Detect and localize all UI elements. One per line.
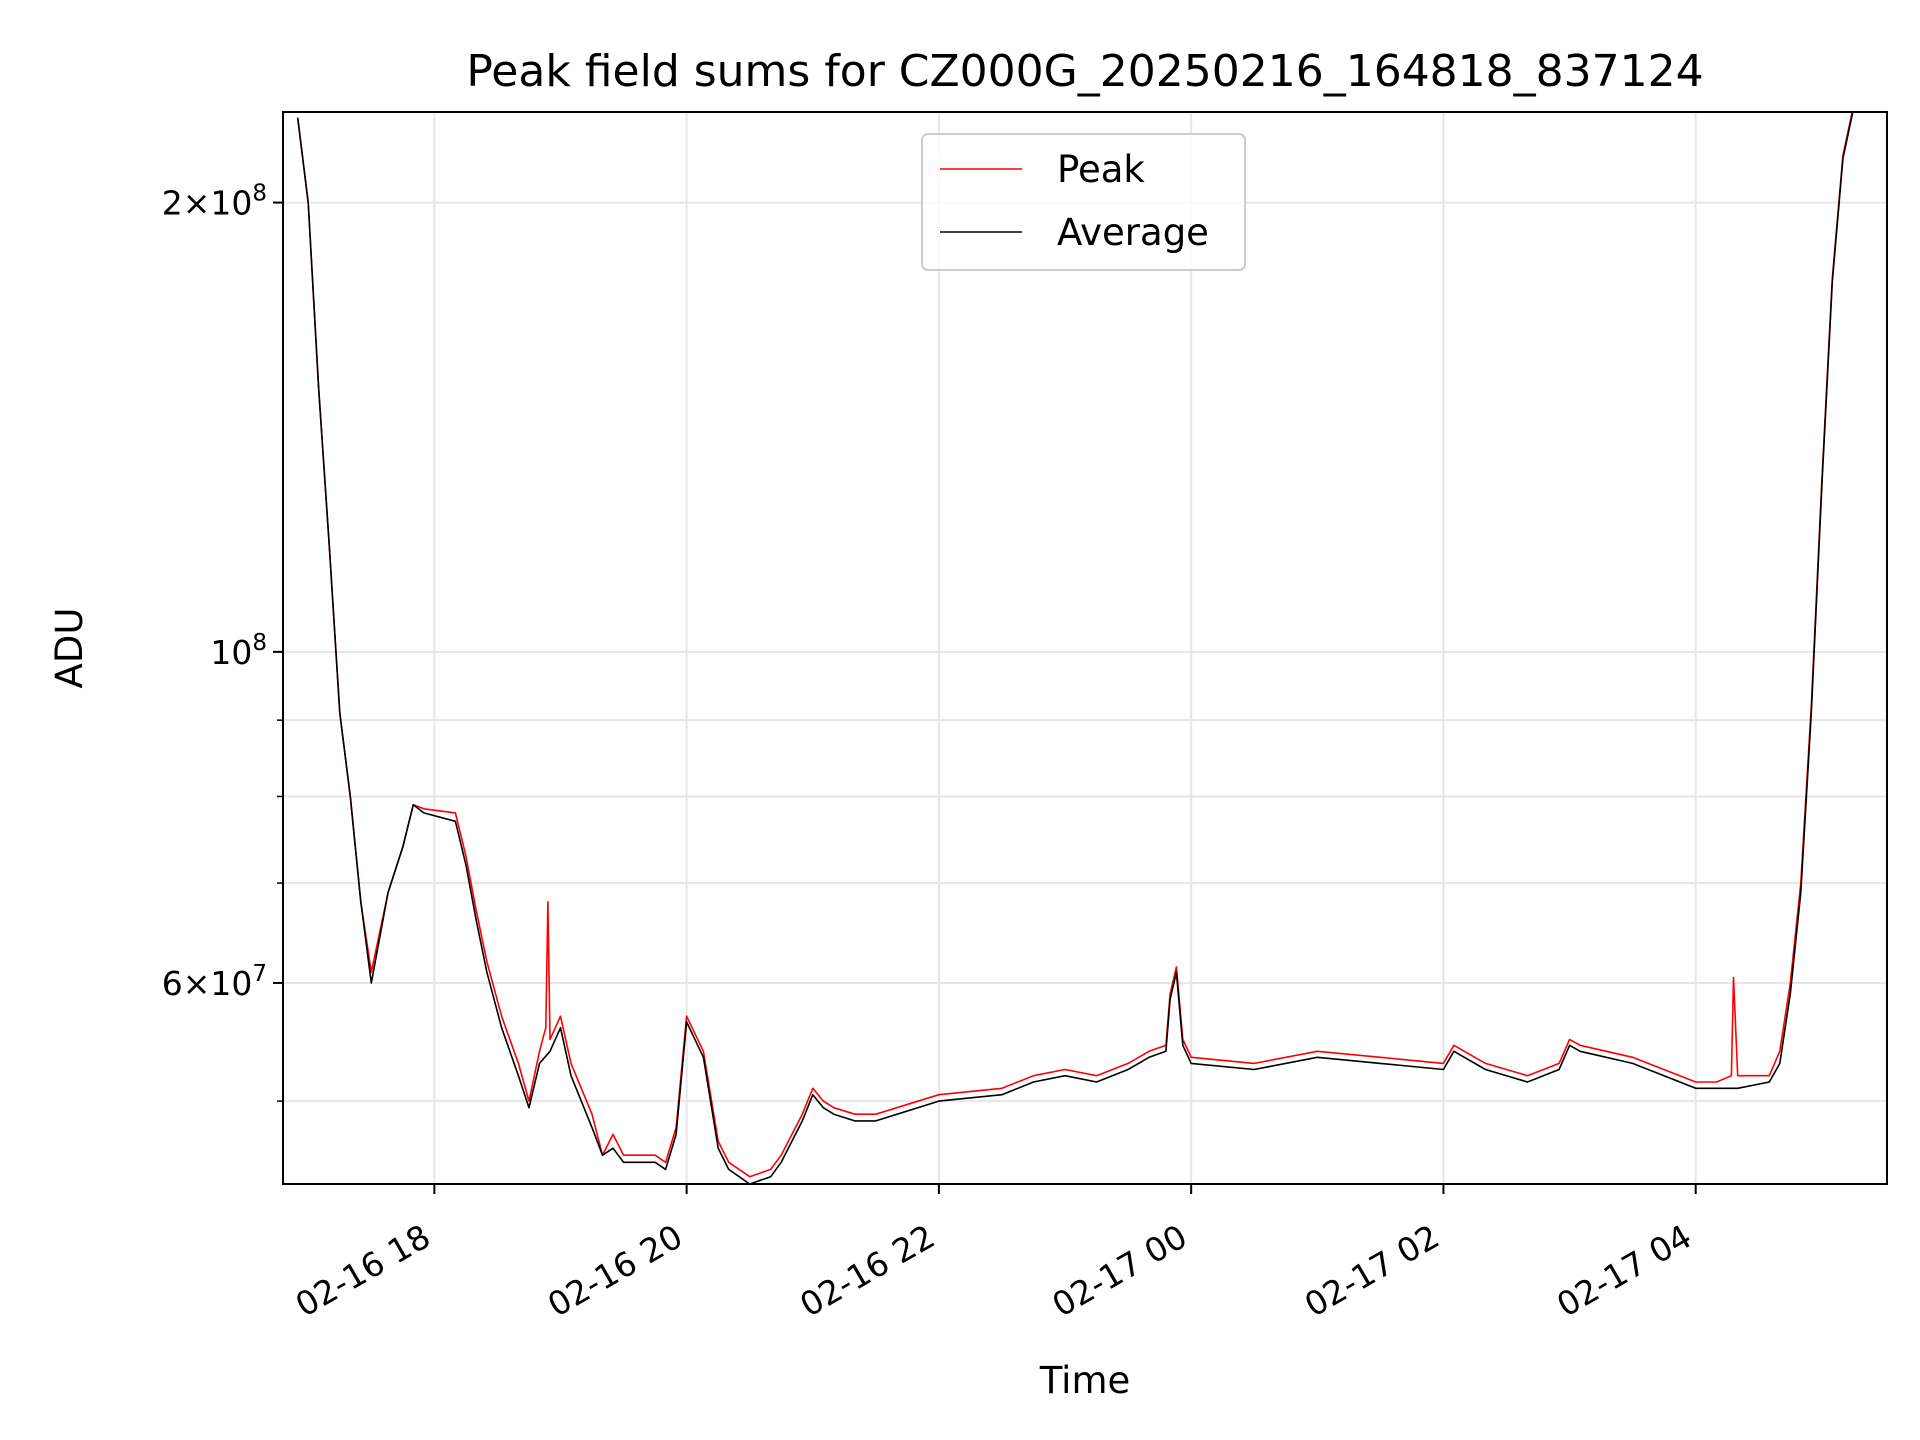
- legend-label-peak: Peak: [1057, 148, 1145, 191]
- y-tick-label: 2×108: [162, 181, 267, 223]
- legend-box: [921, 133, 1246, 271]
- y-tick-exponent: 7: [252, 961, 267, 987]
- x-axis-label: Time: [1039, 1359, 1131, 1402]
- y-tick-label: 6×107: [162, 961, 267, 1003]
- y-tick-base: 2×10: [162, 184, 253, 223]
- chart-title: Peak field sums for CZ000G_20250216_1648…: [466, 46, 1703, 97]
- y-tick-base: 6×10: [162, 964, 253, 1003]
- y-tick-exponent: 8: [252, 630, 267, 656]
- plot-frame: [282, 111, 1888, 1185]
- y-tick-label: 108: [210, 630, 267, 672]
- y-axis-label: ADU: [48, 608, 91, 689]
- y-tick-base: 10: [210, 633, 252, 672]
- series-line-peak: [296, 112, 1854, 1178]
- series-layer: [296, 112, 1854, 1184]
- legend: Peak Average: [921, 133, 1246, 271]
- y-tick-exponent: 8: [252, 181, 267, 207]
- series-line-average: [296, 112, 1854, 1184]
- legend-label-average: Average: [1057, 211, 1209, 254]
